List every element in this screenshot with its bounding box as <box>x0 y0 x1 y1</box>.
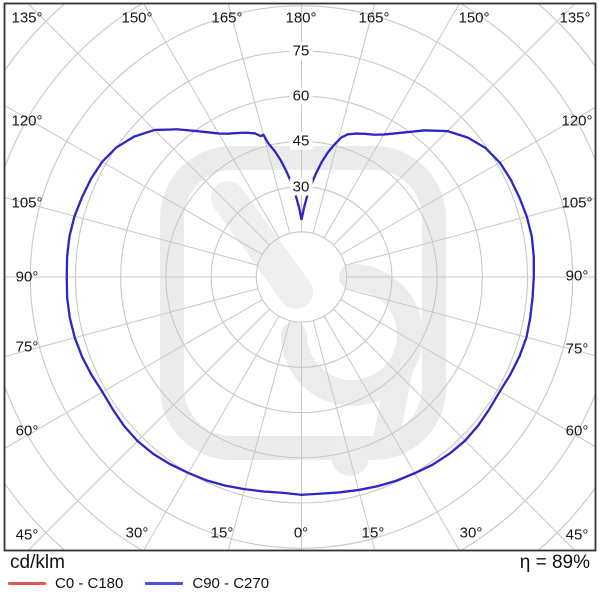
unit-label: cd/klm <box>10 552 65 573</box>
efficiency-label: η = 89% <box>519 552 590 573</box>
legend-swatch-red <box>8 582 46 585</box>
plot-frame <box>3 2 597 552</box>
legend: C0 - C180 C90 - C270 <box>8 576 269 591</box>
intensity-curves <box>65 128 535 496</box>
legend-item-c90-c270: C90 - C270 <box>145 576 269 591</box>
legend-label: C90 - C270 <box>192 575 270 592</box>
watermark-logo <box>160 146 446 476</box>
legend-label: C0 - C180 <box>55 575 124 592</box>
curve-c90-c270 <box>65 128 535 496</box>
legend-swatch-blue <box>145 582 184 585</box>
legend-item-c0-c180: C0 - C180 <box>8 576 123 591</box>
